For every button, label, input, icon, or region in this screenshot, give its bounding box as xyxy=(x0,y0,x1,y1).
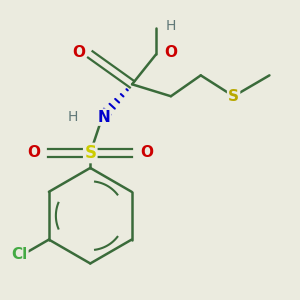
Text: O: O xyxy=(72,46,85,61)
Text: H: H xyxy=(67,110,77,124)
Text: Cl: Cl xyxy=(11,247,27,262)
Text: H: H xyxy=(166,19,176,33)
Text: N: N xyxy=(97,110,110,125)
Text: O: O xyxy=(140,146,154,160)
Text: O: O xyxy=(27,146,40,160)
Text: O: O xyxy=(164,46,177,61)
Text: S: S xyxy=(228,89,239,104)
Text: S: S xyxy=(84,144,96,162)
